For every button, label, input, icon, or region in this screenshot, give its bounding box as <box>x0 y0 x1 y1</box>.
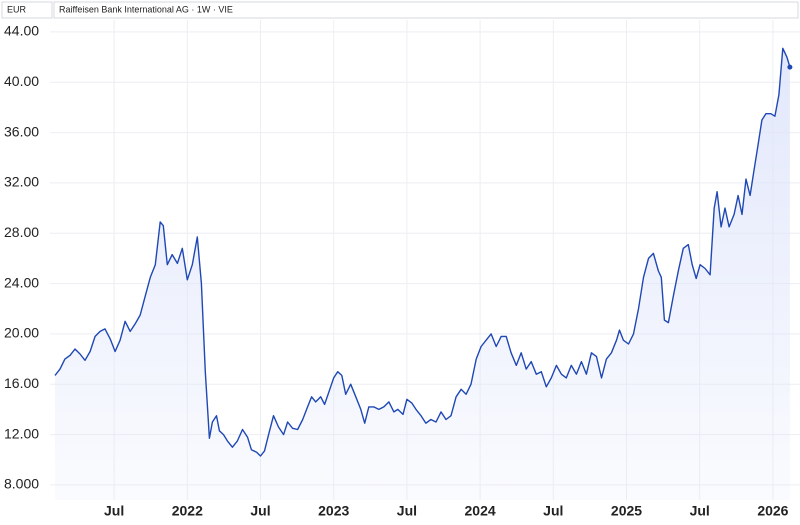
x-tick-label: Jul <box>104 503 124 519</box>
title-box <box>53 1 799 19</box>
x-tick-label: Jul <box>397 503 417 519</box>
price-line <box>54 47 791 457</box>
y-tick-label: 44.00 <box>4 23 39 39</box>
x-tick-label: 2026 <box>757 503 788 519</box>
y-tick-label: 8.000 <box>4 476 39 492</box>
y-tick-label: 32.00 <box>4 174 39 190</box>
last-point <box>787 64 793 70</box>
x-tick-label: Jul <box>543 503 563 519</box>
y-tick-label: 16.00 <box>4 375 39 391</box>
y-tick-label: 12.00 <box>4 425 39 441</box>
y-tick-label: 40.00 <box>4 73 39 89</box>
x-tick-label: Jul <box>250 503 270 519</box>
y-tick-label: 28.00 <box>4 224 39 240</box>
x-tick-label: 2023 <box>318 503 349 519</box>
chart-title: Raiffeisen Bank International AG · 1W · … <box>59 4 233 14</box>
unit-label: EUR <box>7 4 27 14</box>
y-tick-label: 24.00 <box>4 274 39 290</box>
x-tick-label: Jul <box>690 503 710 519</box>
y-tick-label: 20.00 <box>4 325 39 341</box>
unit-box <box>1 1 53 19</box>
x-tick-label: 2025 <box>611 503 642 519</box>
area-fill <box>55 48 790 501</box>
x-tick-label: 2022 <box>172 503 203 519</box>
x-tick-label: 2024 <box>465 503 496 519</box>
y-tick-label: 36.00 <box>4 123 39 139</box>
